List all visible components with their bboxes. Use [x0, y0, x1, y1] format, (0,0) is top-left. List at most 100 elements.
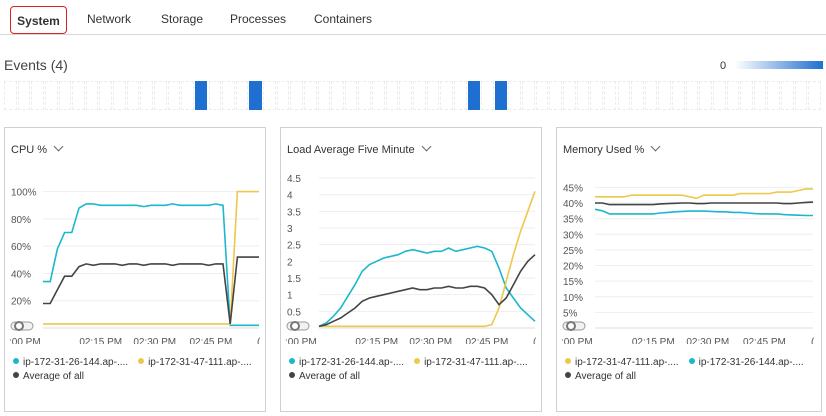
event-cell[interactable]: [85, 81, 99, 110]
tab-processes[interactable]: Processes: [229, 12, 287, 26]
event-cell[interactable]: [549, 81, 562, 110]
memory-legend-row2: Average of all: [565, 371, 646, 382]
event-cell[interactable]: [235, 81, 249, 110]
event-cell[interactable]: [658, 81, 672, 110]
event-cell[interactable]: [617, 81, 631, 110]
event-cell[interactable]: [603, 81, 617, 110]
event-cell[interactable]: [72, 81, 85, 110]
event-cell[interactable]: [631, 81, 644, 110]
event-cell[interactable]: [508, 81, 522, 110]
event-cell[interactable]: [426, 81, 440, 110]
event-cell[interactable]: [672, 81, 685, 110]
series-line[interactable]: [595, 188, 813, 200]
series-line[interactable]: [43, 256, 259, 324]
event-cell-active[interactable]: [194, 81, 208, 110]
event-cell[interactable]: [385, 81, 399, 110]
chevron-down-icon[interactable]: [421, 141, 432, 152]
event-cell[interactable]: [440, 81, 453, 110]
event-cell[interactable]: [740, 81, 753, 110]
event-cell[interactable]: [17, 81, 31, 110]
event-cell[interactable]: [685, 81, 699, 110]
legend-item[interactable]: ip-172-31-47-111.ap-....: [414, 357, 528, 368]
chevron-down-icon[interactable]: [650, 141, 661, 152]
memory-chart[interactable]: 45% 40% 35% 30% 25% 20% 15% 10% 5%:00 PM 02:15 PM…: [557, 164, 821, 344]
event-cell[interactable]: [344, 81, 358, 110]
event-cell[interactable]: [126, 81, 140, 110]
range-handle-knob-icon[interactable]: [566, 321, 576, 331]
event-cell[interactable]: [372, 81, 385, 110]
y-tick-label: 35%: [563, 215, 583, 226]
event-cell[interactable]: [644, 81, 658, 110]
series-line[interactable]: [318, 245, 536, 328]
legend-item[interactable]: ip-172-31-26-144.ap-....: [289, 357, 404, 368]
series-line[interactable]: [318, 254, 536, 328]
legend-dot-icon: [565, 372, 571, 378]
event-cell[interactable]: [399, 81, 412, 110]
memory-panel-title[interactable]: Memory Used %: [563, 141, 661, 156]
range-handle-knob-icon[interactable]: [290, 321, 300, 331]
event-cell[interactable]: [99, 81, 113, 110]
event-cell[interactable]: [167, 81, 181, 110]
series-line[interactable]: [595, 201, 814, 206]
event-cell[interactable]: [153, 81, 167, 110]
chevron-down-icon[interactable]: [53, 141, 64, 152]
tab-containers[interactable]: Containers: [313, 12, 373, 26]
event-cell-active[interactable]: [249, 81, 263, 110]
event-cell[interactable]: [767, 81, 781, 110]
legend-item[interactable]: Average of all: [565, 371, 636, 382]
event-cell[interactable]: [576, 81, 590, 110]
event-cell[interactable]: [453, 81, 467, 110]
event-cell[interactable]: [331, 81, 344, 110]
legend-item[interactable]: Average of all: [13, 371, 84, 382]
event-cell[interactable]: [522, 81, 535, 110]
event-cell[interactable]: [726, 81, 740, 110]
event-cell-active[interactable]: [494, 81, 508, 110]
event-cell[interactable]: [276, 81, 290, 110]
event-cell[interactable]: [481, 81, 494, 110]
event-cell-active[interactable]: [467, 81, 481, 110]
event-cell[interactable]: [699, 81, 712, 110]
event-cell[interactable]: [753, 81, 767, 110]
range-handle-knob-icon[interactable]: [14, 321, 24, 331]
event-cell[interactable]: [712, 81, 726, 110]
tab-system[interactable]: System: [10, 6, 67, 34]
event-cell[interactable]: [208, 81, 222, 110]
legend-item[interactable]: ip-172-31-47-111.ap-....: [138, 357, 252, 368]
load-panel-title[interactable]: Load Average Five Minute: [287, 141, 432, 156]
cpu-panel-title[interactable]: CPU %: [11, 141, 64, 156]
events-title: Events (4): [4, 57, 68, 73]
legend-item[interactable]: ip-172-31-47-111.ap-....: [565, 357, 679, 368]
series-line[interactable]: [594, 208, 813, 217]
event-cell[interactable]: [181, 81, 194, 110]
event-cell[interactable]: [358, 81, 372, 110]
event-cell[interactable]: [781, 81, 794, 110]
tab-storage[interactable]: Storage: [160, 12, 204, 26]
legend-item[interactable]: ip-172-31-26-144.ap-....: [688, 357, 804, 368]
event-cell[interactable]: [317, 81, 331, 110]
event-cell[interactable]: [44, 81, 58, 110]
event-cell[interactable]: [290, 81, 303, 110]
series-line[interactable]: [319, 191, 536, 328]
event-cell[interactable]: [140, 81, 153, 110]
event-cell[interactable]: [263, 81, 276, 110]
event-cell[interactable]: [58, 81, 72, 110]
event-cell[interactable]: [222, 81, 235, 110]
event-cell[interactable]: [590, 81, 603, 110]
events-timeline[interactable]: [4, 81, 822, 110]
event-cell[interactable]: [562, 81, 576, 110]
legend-item[interactable]: ip-172-31-26-144.ap-....: [13, 357, 128, 368]
series-line[interactable]: [43, 203, 259, 327]
event-cell[interactable]: [4, 81, 17, 110]
event-cell[interactable]: [113, 81, 126, 110]
legend-item[interactable]: Average of all: [289, 371, 360, 382]
load-chart[interactable]: 4.5 4 3.5 3 2.5 2 1.5 1 0.5:00 PM 02:15 PM 02:30 P…: [281, 164, 543, 344]
event-cell[interactable]: [794, 81, 808, 110]
event-cell[interactable]: [535, 81, 549, 110]
tab-network[interactable]: Network: [86, 12, 131, 26]
event-cell[interactable]: [808, 81, 821, 110]
series-line[interactable]: [43, 190, 259, 325]
event-cell[interactable]: [413, 81, 426, 110]
cpu-chart[interactable]: 100% 80% 60% 40% 20%:00 PM 02:15 PM 02:30 PM 02…: [5, 164, 267, 344]
event-cell[interactable]: [31, 81, 44, 110]
event-cell[interactable]: [303, 81, 317, 110]
